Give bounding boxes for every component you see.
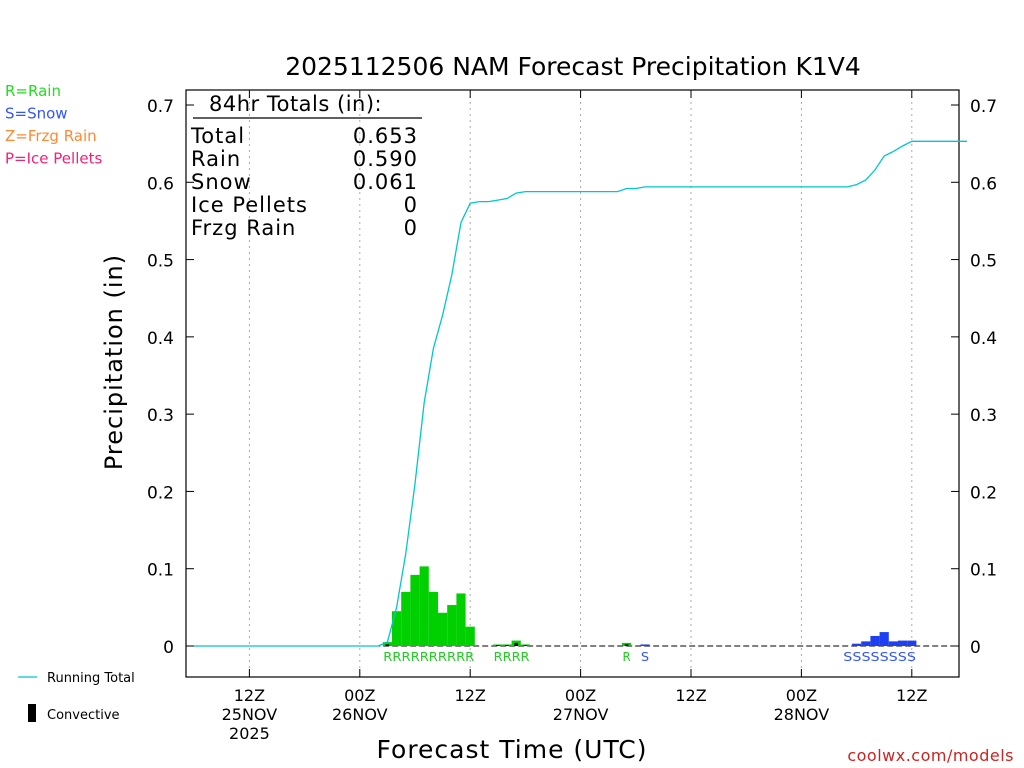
running-total-series <box>194 140 967 647</box>
precip-type-legend-item: R=Rain <box>5 82 61 100</box>
x-tick-label: 26NOV <box>332 705 388 724</box>
x-tick-label: 12Z <box>896 686 927 705</box>
series-legend: Running Total Convective <box>18 671 135 723</box>
totals-row-label: Total <box>190 124 245 148</box>
y-tick-label-left: 0.5 <box>147 252 174 272</box>
precip-bar <box>861 641 871 646</box>
plot-frame <box>185 89 960 678</box>
precip-bar <box>907 640 917 646</box>
convective-legend-swatch <box>28 704 36 722</box>
precip-type-legend-item: Z=Frzg Rain <box>5 127 97 145</box>
credit-text: coolwx.com/models <box>847 746 1014 765</box>
x-tick-label: 25NOV <box>222 705 278 724</box>
precip-bar <box>640 644 650 646</box>
precip-bar <box>410 574 420 646</box>
running-total-legend-label: Running Total <box>47 671 135 686</box>
x-tick-label: 28NOV <box>774 705 830 724</box>
y-tick-label-right: 0.7 <box>970 97 997 117</box>
precip-bar <box>419 566 429 646</box>
precip-bar <box>438 612 448 646</box>
y-axis-title: Precipitation (in) <box>100 254 128 470</box>
y-tick-label-right: 0.3 <box>970 406 997 426</box>
totals-rows: Total 0.653 Rain 0.590 Snow 0.061 Ice Pellets 0… <box>190 124 418 240</box>
totals-row-value: 0 <box>404 216 418 240</box>
totals-row-label: Ice Pellets <box>191 193 308 217</box>
y-tick-label-left: 0.7 <box>147 97 174 117</box>
precip-bar <box>447 605 457 646</box>
y-axis-right: 0 0.1 0.2 0.3 0.4 0.5 0.6 0.7 <box>951 97 997 658</box>
x-tick-label: 00Z <box>344 686 375 705</box>
precip-bar <box>465 626 475 646</box>
convective-bar <box>495 645 500 646</box>
precip-type-labels: RRRRRRRRRR RRRR R S SSSSSSSS <box>383 650 916 664</box>
y-tick-label-right: 0.6 <box>970 174 997 194</box>
precip-bar <box>879 632 889 646</box>
y-tick-label-right: 0.2 <box>970 483 997 503</box>
vertical-gridlines <box>248 90 913 677</box>
precip-bar <box>428 591 438 646</box>
y-tick-label-right: 0.5 <box>970 252 997 272</box>
x-tick-label: 12Z <box>234 686 265 705</box>
x-tick-label: 12Z <box>455 686 486 705</box>
y-tick-label-left: 0 <box>163 638 174 658</box>
totals-box: 84hr Totals (in): Total 0.653 Rain 0.590 Sno… <box>190 92 422 240</box>
precip-type-legend: R=Rain S=Snow Z=Frzg Rain P=Ice Pellets <box>5 82 102 168</box>
y-tick-label-left: 0.4 <box>147 329 174 349</box>
precip-type-run: RRRR <box>494 650 530 664</box>
x-tick-label: 2025 <box>229 724 270 743</box>
totals-header: 84hr Totals (in): <box>209 92 382 116</box>
x-tick-label: 27NOV <box>553 705 609 724</box>
hourly-precip-bars <box>382 566 917 646</box>
precip-bar <box>888 641 898 646</box>
x-axis-title: Forecast Time (UTC) <box>377 735 648 764</box>
x-tick-label: 00Z <box>786 686 817 705</box>
totals-row-value: 0.653 <box>353 124 418 148</box>
y-tick-label-left: 0.3 <box>147 406 174 426</box>
convective-bar <box>385 644 390 646</box>
convective-bar <box>523 645 528 646</box>
precip-bar <box>401 591 411 646</box>
convective-legend-label: Convective <box>47 708 120 723</box>
running-total-line <box>194 140 967 647</box>
chart-title: 2025112506 NAM Forecast Precipitation K1… <box>285 52 861 81</box>
y-axis-left: 0 0.1 0.2 0.3 0.4 0.5 0.6 0.7 <box>147 97 194 658</box>
totals-row-label: Frzg Rain <box>191 216 296 240</box>
precip-bar <box>870 635 880 646</box>
totals-row-value: 0.590 <box>353 147 418 171</box>
convective-bar <box>505 645 509 646</box>
precip-type-legend-item: S=Snow <box>5 105 68 123</box>
convective-bar <box>514 642 519 646</box>
precip-bar <box>382 642 392 646</box>
precip-type-run: R <box>623 650 631 664</box>
totals-row-value: 0.061 <box>353 170 418 194</box>
precip-type-run: S <box>641 650 649 664</box>
x-tick-label: 00Z <box>565 686 596 705</box>
totals-row-label: Rain <box>191 147 241 171</box>
precip-type-legend-item: P=Ice Pellets <box>5 150 102 168</box>
x-tick-label: 12Z <box>675 686 706 705</box>
y-tick-label-left: 0.6 <box>147 174 174 194</box>
y-tick-label-right: 0 <box>970 638 981 658</box>
precip-type-run: RRRRRRRRRR <box>383 650 474 664</box>
totals-row-value: 0 <box>404 193 418 217</box>
totals-row-label: Snow <box>191 170 252 194</box>
precip-bar <box>852 643 862 646</box>
y-tick-label-left: 0.2 <box>147 483 174 503</box>
precip-bar <box>392 611 402 646</box>
precip-bar <box>456 593 466 646</box>
y-tick-label-right: 0.1 <box>970 561 997 581</box>
y-tick-label-right: 0.4 <box>970 329 997 349</box>
convective-bar <box>624 644 629 646</box>
precip-type-run: SSSSSSSS <box>843 650 916 664</box>
precip-bar <box>898 640 908 646</box>
y-tick-label-left: 0.1 <box>147 561 174 581</box>
